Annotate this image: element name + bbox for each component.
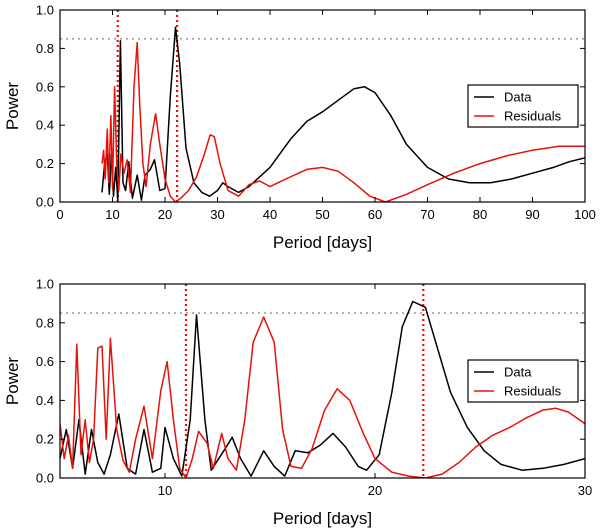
y-tick-label: 0.8 <box>36 315 54 330</box>
series-line-residuals <box>101 41 585 202</box>
x-tick-label: 30 <box>578 483 592 498</box>
x-tick-label: 0 <box>56 207 63 222</box>
y-tick-label: 0.0 <box>36 471 54 486</box>
x-tick-label: 40 <box>263 207 277 222</box>
legend: Data Residuals <box>467 359 579 403</box>
y-tick-label: 0.2 <box>36 432 54 447</box>
chart-panel-1: 0 10 20 30 40 50 60 70 80 90 100 0.0 0.2 0.4 0.6 0.8 1.0… <box>3 3 596 253</box>
plot-frame <box>59 283 586 479</box>
series-line-data <box>101 26 585 201</box>
series-line-residuals <box>60 316 585 478</box>
x-axis-label: Period [days] <box>273 233 372 252</box>
chart-panel-2: 10 20 30 0.0 0.2 0.4 0.6 0.8 1.0 Period [days] Pow… <box>3 277 592 528</box>
x-tick-label: 60 <box>368 207 382 222</box>
y-tick-label: 1.0 <box>36 3 54 18</box>
y-tick-label: 0.8 <box>36 41 54 56</box>
y-tick-label: 1.0 <box>36 277 54 292</box>
x-tick-label: 20 <box>368 483 382 498</box>
y-tick-label: 0.0 <box>36 195 54 210</box>
x-tick-label: 10 <box>105 207 119 222</box>
y-tick-label: 0.4 <box>36 393 54 408</box>
legend-label-residuals: Residuals <box>504 384 562 399</box>
legend: Data Residuals <box>467 84 579 128</box>
y-tick-label: 0.6 <box>36 354 54 369</box>
legend-label-data: Data <box>504 90 532 105</box>
y-tick-label: 0.4 <box>36 118 54 133</box>
x-tick-label: 30 <box>210 207 224 222</box>
y-tick-label: 0.6 <box>36 79 54 94</box>
x-tick-label: 100 <box>574 207 596 222</box>
x-tick-label: 80 <box>473 207 487 222</box>
legend-box <box>467 84 579 128</box>
legend-label-residuals: Residuals <box>504 109 562 124</box>
x-tick-label: 90 <box>525 207 539 222</box>
y-tick-label: 0.2 <box>36 156 54 171</box>
series-line-data <box>60 300 585 477</box>
legend-box <box>467 359 579 403</box>
x-axis-label: Period [days] <box>273 509 372 528</box>
x-tick-label: 50 <box>315 207 329 222</box>
x-tick-label: 10 <box>158 483 172 498</box>
x-tick-label: 20 <box>158 207 172 222</box>
y-axis-label: Power <box>3 357 22 406</box>
x-tick-label: 70 <box>420 207 434 222</box>
legend-label-data: Data <box>504 365 532 380</box>
y-axis-label: Power <box>3 82 22 131</box>
